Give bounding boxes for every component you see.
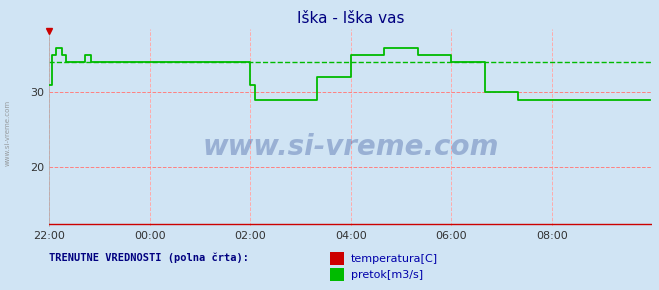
Text: pretok[m3/s]: pretok[m3/s] xyxy=(351,270,422,280)
Text: www.si-vreme.com: www.si-vreme.com xyxy=(203,133,499,161)
Title: Iška - Iška vas: Iška - Iška vas xyxy=(297,11,405,26)
Text: temperatura[C]: temperatura[C] xyxy=(351,254,438,264)
Text: www.si-vreme.com: www.si-vreme.com xyxy=(5,100,11,166)
Text: TRENUTNE VREDNOSTI (polna črta):: TRENUTNE VREDNOSTI (polna črta): xyxy=(49,253,249,263)
